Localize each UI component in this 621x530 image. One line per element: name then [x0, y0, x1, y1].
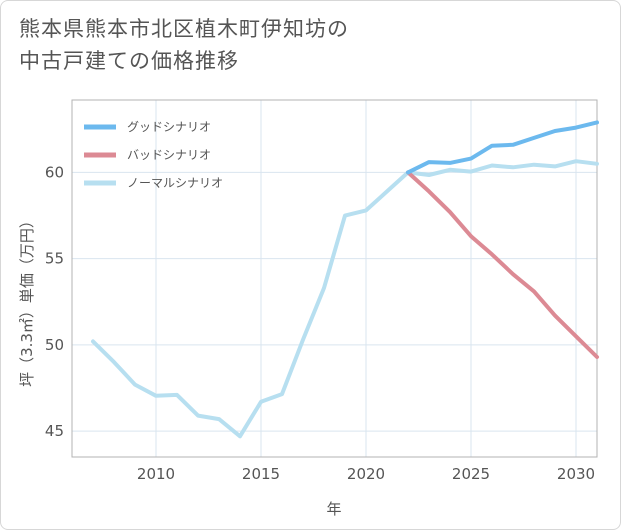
y-tick-60: 60 [45, 163, 64, 181]
y-tick-50: 50 [45, 336, 64, 354]
x-tick-2015: 2015 [242, 465, 280, 483]
chart-title-line-2: 中古戸建ての価格推移 [19, 49, 239, 73]
legend-label-0: グッドシナリオ [127, 120, 211, 134]
x-tick-2030: 2030 [557, 465, 595, 483]
x-tick-2020: 2020 [347, 465, 385, 483]
y-tick-labels: 45 50 55 60 [45, 163, 64, 440]
x-tick-labels: 2010 2015 2020 2025 2030 [137, 465, 595, 483]
legend-label-1: バッドシナリオ [127, 148, 211, 162]
series-line-2 [91, 159, 599, 439]
y-tick-45: 45 [45, 422, 64, 440]
series-lines [91, 120, 599, 439]
plot-area-border [71, 99, 598, 458]
chart-title: 熊本県熊本市北区植木町伊知坊の 中古戸建ての価格推移 [19, 13, 579, 77]
chart-title-line-1: 熊本県熊本市北区植木町伊知坊の [19, 17, 349, 41]
legend-label-2: ノーマルシナリオ [127, 176, 223, 190]
x-tick-2010: 2010 [137, 465, 175, 483]
x-tick-2025: 2025 [452, 465, 490, 483]
series-line-0 [406, 120, 599, 175]
y-tick-55: 55 [45, 250, 64, 268]
x-axis-title: 年 [326, 500, 341, 518]
series-line-1 [406, 170, 599, 359]
y-axis-title: 坪（3.3㎡）単価（万円） [18, 213, 36, 387]
